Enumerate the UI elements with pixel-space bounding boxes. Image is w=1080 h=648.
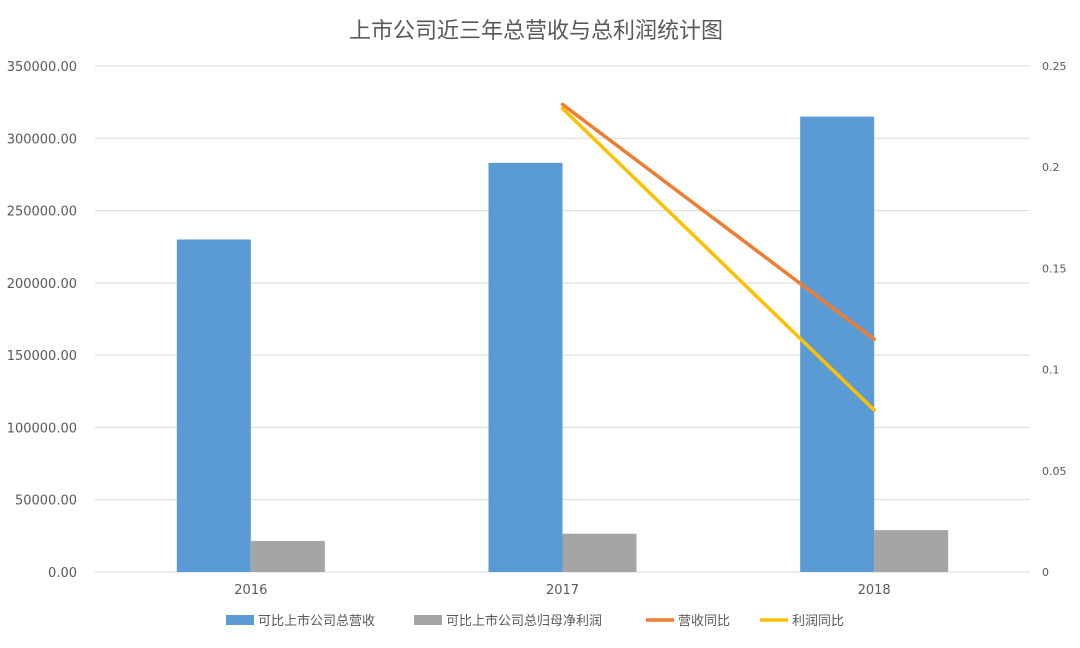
bar — [488, 162, 563, 572]
y-left-tick-label: 50000.00 — [15, 494, 77, 509]
y-right-tick-label: 0.2 — [1042, 161, 1060, 174]
legend-swatch — [226, 615, 254, 625]
y-axis-left: 0.00 50000.00 100000.00 150000.00 200000.00 2… — [7, 60, 77, 581]
legend: 可比上市公司总营收 可比上市公司总归母净利润 营收同比 利润同比 — [226, 613, 844, 629]
legend-label: 可比上市公司总归母净利润 — [446, 613, 602, 629]
series-line — [560, 106, 876, 412]
bar — [874, 530, 949, 572]
lines — [560, 102, 876, 412]
y-right-tick-label: 0.05 — [1042, 465, 1067, 478]
bar — [176, 239, 251, 572]
y-left-tick-label: 300000.00 — [7, 132, 77, 147]
bar — [562, 533, 637, 572]
bar — [250, 540, 325, 572]
legend-label: 可比上市公司总营收 — [258, 613, 375, 629]
y-right-tick-label: 0.1 — [1042, 364, 1060, 377]
y-left-tick-label: 350000.00 — [7, 60, 77, 75]
legend-label: 营收同比 — [678, 614, 730, 629]
bar — [800, 116, 875, 572]
y-right-tick-label: 0 — [1042, 566, 1049, 579]
x-tick-label: 2016 — [234, 583, 267, 598]
y-left-tick-label: 200000.00 — [7, 277, 77, 292]
series-line — [560, 102, 876, 341]
y-left-tick-label: 250000.00 — [7, 205, 77, 220]
legend-label: 利润同比 — [792, 614, 844, 629]
x-axis: 2016 2017 2018 — [234, 583, 890, 598]
x-tick-label: 2017 — [546, 583, 579, 598]
y-left-tick-label: 150000.00 — [7, 349, 77, 364]
y-left-tick-label: 100000.00 — [7, 421, 77, 436]
bars — [176, 116, 949, 572]
legend-swatch — [414, 615, 442, 625]
y-right-tick-label: 0.15 — [1042, 262, 1067, 275]
x-tick-label: 2018 — [858, 583, 891, 598]
chart-title: 上市公司近三年总营收与总利润统计图 — [349, 19, 723, 44]
y-right-tick-label: 0.25 — [1042, 60, 1067, 73]
y-axis-right: 0 0.05 0.1 0.15 0.2 0.25 — [1042, 60, 1067, 579]
y-left-tick-label: 0.00 — [48, 566, 77, 581]
